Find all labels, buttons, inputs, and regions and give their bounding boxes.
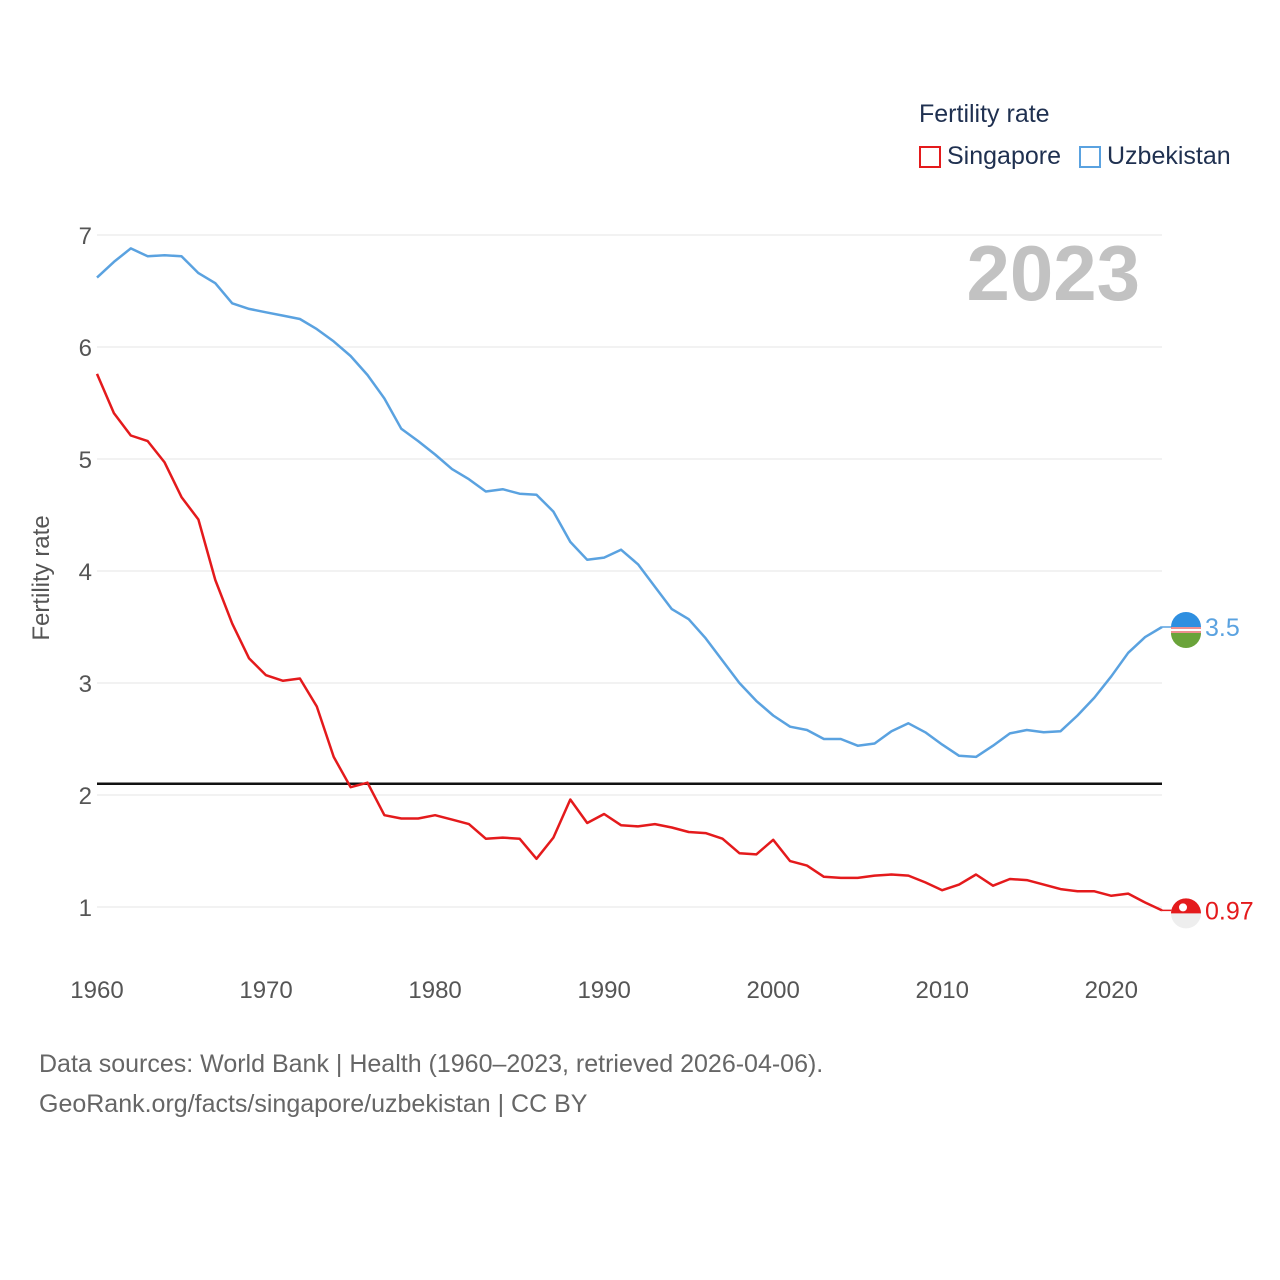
y-tick-label-1: 1 [79,895,92,922]
x-tick-label-2010: 2010 [916,977,969,1004]
x-tick-label-2000: 2000 [746,977,799,1004]
legend-item-uzbekistan[interactable]: Uzbekistan [1078,142,1231,171]
x-tick-label-1970: 1970 [239,977,292,1004]
y-tick-label-7: 7 [79,223,92,250]
legend-item-singapore[interactable]: Singapore [919,142,1061,171]
x-tick-label-1990: 1990 [577,977,630,1004]
series-line-singapore [95,373,1163,912]
x-tick-label-1980: 1980 [408,977,461,1004]
sources-line-1: Data sources: World Bank | Health (1960–… [39,1050,824,1078]
flag-green-band [1171,633,1201,648]
legend-swatch-singapore [919,145,941,168]
legend-swatch-uzbekistan [1078,145,1101,168]
data-sources: Data sources: World Bank | Health (1960–… [39,1044,823,1124]
flag-icon-singapore [1171,898,1201,929]
y-tick-label-4: 4 [79,559,92,586]
sources-line-2[interactable]: GeoRank.org/facts/singapore/uzbekistan |… [39,1090,588,1118]
y-tick-label-3: 3 [79,671,92,698]
flag-blue-band [1171,612,1201,627]
y-tick-label-5: 5 [79,447,92,474]
x-tick-label-1960: 1960 [70,977,123,1004]
legend: Singapore Uzbekistan [919,142,1249,171]
legend-title: Fertility rate [919,100,1050,128]
end-value-label-uzbekistan: 3.5 [1205,614,1240,642]
current-year-label: 2023 [966,229,1140,317]
x-tick-label-2020: 2020 [1085,977,1138,1004]
flag-crescent [1179,903,1187,912]
flag-icon-uzbekistan [1171,612,1201,648]
end-value-label-singapore: 0.97 [1205,897,1254,925]
y-tick-label-6: 6 [79,335,92,362]
legend-label-singapore: Singapore [947,142,1061,170]
legend-label-uzbekistan: Uzbekistan [1106,142,1231,170]
y-axis-label: Fertility rate [28,515,55,641]
y-tick-label-2: 2 [79,783,92,810]
series-line-uzbekistan [96,247,1163,759]
